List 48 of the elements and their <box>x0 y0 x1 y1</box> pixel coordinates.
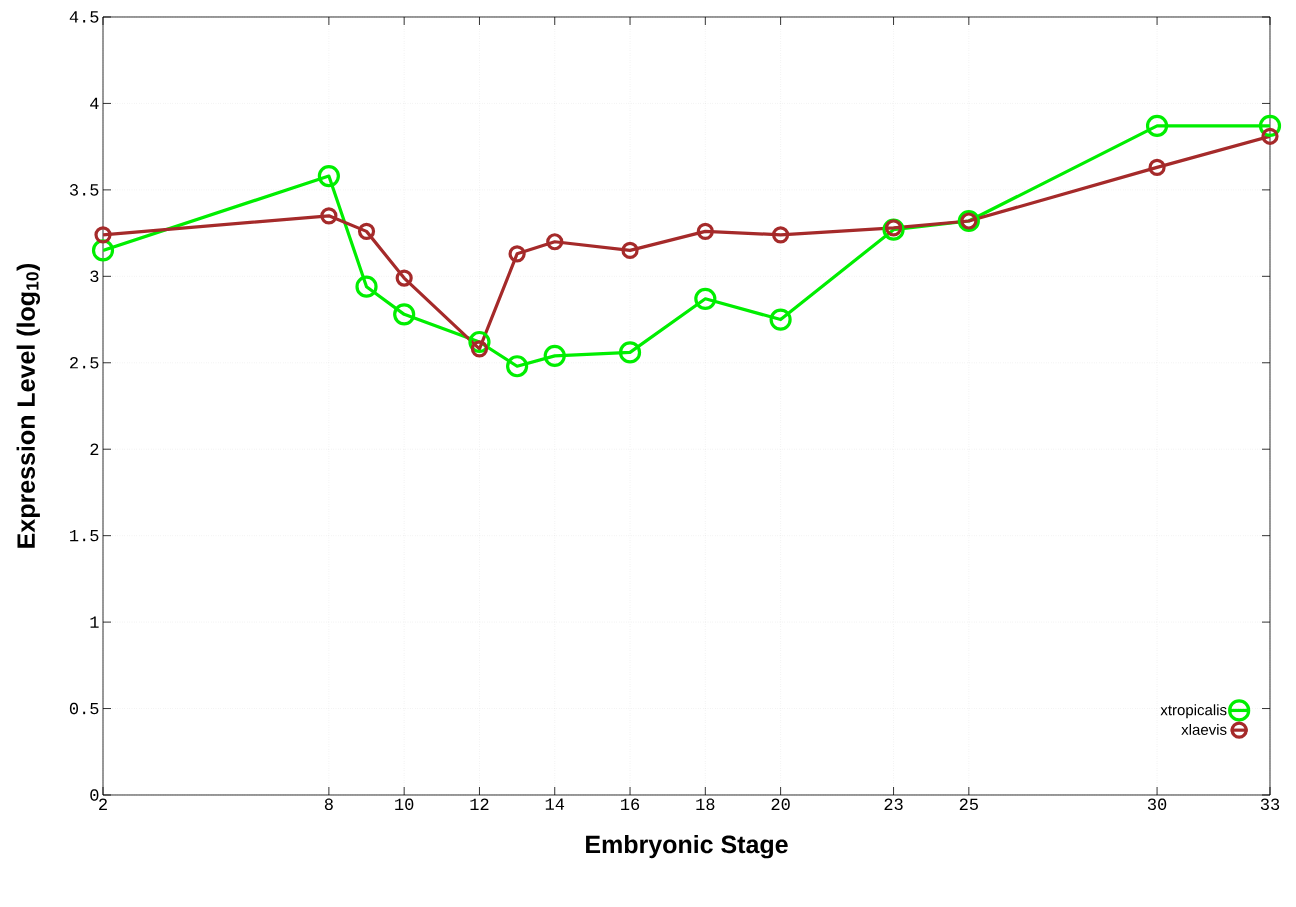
point <box>357 222 376 240</box>
point <box>772 226 790 244</box>
point <box>355 275 378 298</box>
point <box>508 245 526 263</box>
y-tick-label: 1 <box>90 616 99 628</box>
point <box>694 287 717 310</box>
point <box>94 226 112 244</box>
x-axis-title: Embryonic Stage <box>586 834 788 859</box>
x-tick-label: 12 <box>470 798 489 810</box>
y-tick-label: 0 <box>90 789 99 801</box>
point <box>769 308 792 331</box>
point <box>393 303 416 326</box>
x-tick-label: 16 <box>621 798 640 811</box>
point <box>470 340 489 358</box>
y-tick-label: 3.5 <box>69 184 99 196</box>
y-tick-label: 3 <box>90 270 99 283</box>
x-tick-label: 23 <box>884 798 903 811</box>
x-tick-label: 8 <box>324 798 333 811</box>
point <box>621 241 639 259</box>
x-tick-label: 20 <box>771 798 790 811</box>
point <box>1145 114 1169 138</box>
y-axis-title: Expression Level (log$_{10}$) <box>16 263 41 548</box>
y-tick-label: 1.5 <box>70 529 99 542</box>
point <box>506 355 529 378</box>
x-tick-label: 30 <box>1147 798 1167 811</box>
point <box>543 344 566 367</box>
x-tick-label: 10 <box>395 798 414 811</box>
y-tick-label: 4 <box>90 97 99 110</box>
point <box>317 164 340 188</box>
x-tick-label: 2 <box>99 798 107 810</box>
y-tick-label: 2.5 <box>70 357 99 369</box>
point <box>696 222 714 240</box>
x-tick-label: 14 <box>545 798 565 810</box>
legend-label: xtropicalis <box>1160 704 1227 719</box>
y-tick-label: 4.5 <box>69 11 99 23</box>
y-tick-label: 2 <box>90 443 99 455</box>
x-tick-label: 18 <box>696 798 715 811</box>
point <box>1148 158 1166 176</box>
x-tick-label: 33 <box>1260 798 1280 811</box>
point <box>395 269 413 287</box>
y-tick-label: 0.5 <box>69 702 99 715</box>
point <box>546 233 564 251</box>
point <box>320 207 338 225</box>
point <box>1258 114 1282 138</box>
point <box>1261 127 1279 145</box>
point <box>618 341 642 364</box>
legend-label: xlaevis <box>1181 723 1227 735</box>
x-tick-label: 25 <box>959 798 978 811</box>
